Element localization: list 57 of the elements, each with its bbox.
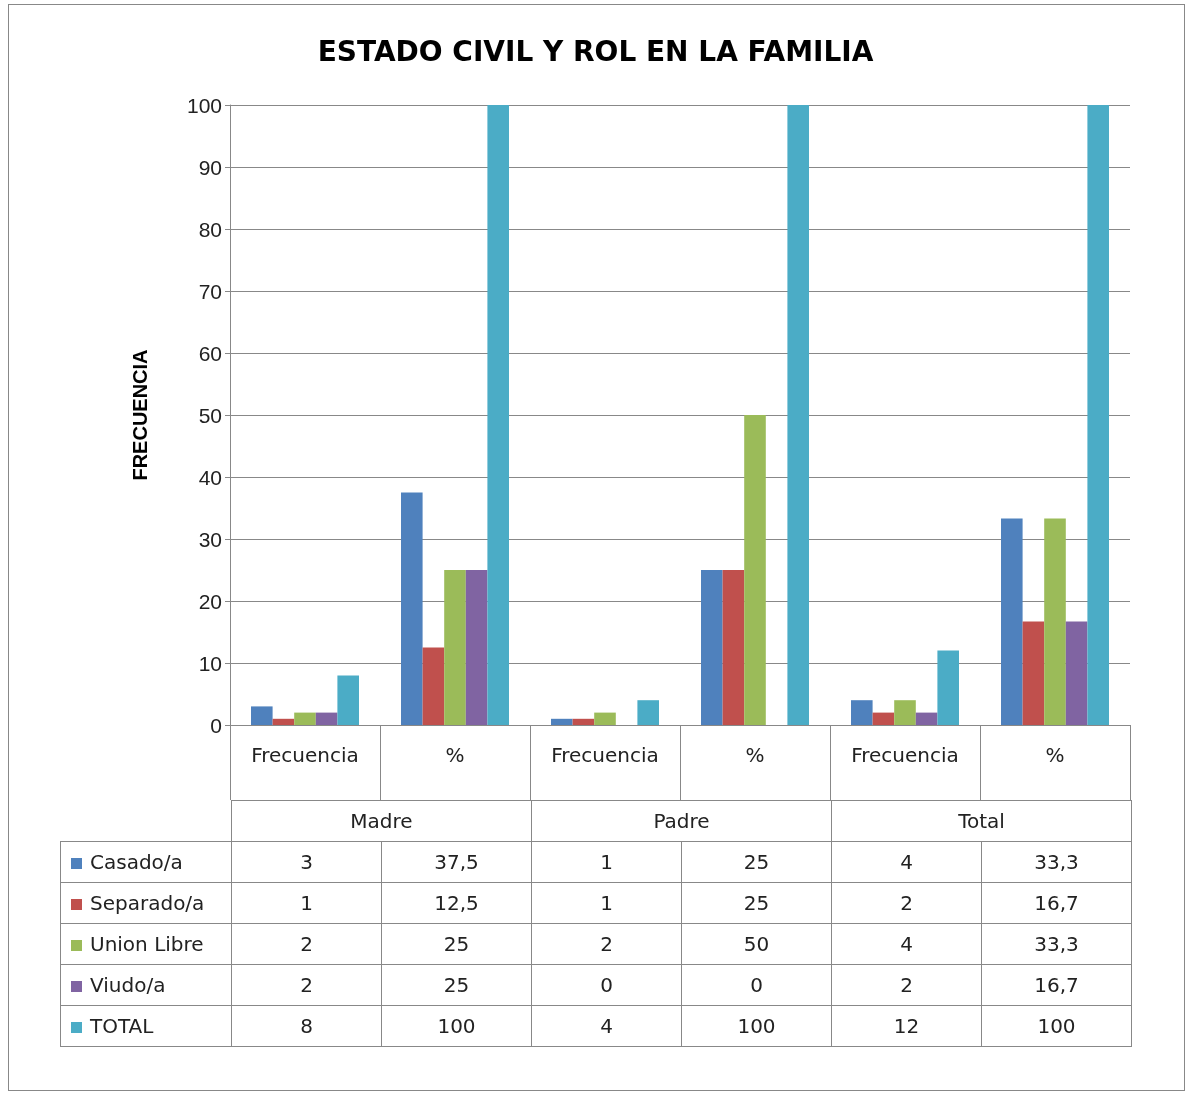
data-label: 8 — [231, 1005, 382, 1047]
data-label: 25 — [381, 923, 532, 965]
data-label: 12,5 — [381, 882, 532, 924]
y-tick-label: 60 — [198, 341, 222, 365]
text: Total — [831, 800, 1132, 842]
data-label: 16,7 — [981, 882, 1132, 924]
data-label: 1 — [531, 841, 682, 883]
legend-label: Union Libre — [60, 923, 232, 965]
data-label: 100 — [381, 1005, 532, 1047]
x-tick-label: % — [445, 743, 465, 767]
data-label: 0 — [681, 964, 832, 1006]
legend-label: Viudo/a — [60, 964, 232, 1006]
legend-label: TOTAL — [60, 1005, 232, 1047]
y-axis-title: FRECUENCIA — [129, 349, 151, 481]
x-tick-label: Frecuencia — [851, 743, 959, 767]
y-tick-label: 10 — [198, 651, 222, 675]
data-label: 16,7 — [981, 964, 1132, 1006]
data-label: 2 — [231, 964, 382, 1006]
chart-title: ESTADO CIVIL Y ROL EN LA FAMILIA — [317, 34, 874, 68]
y-tick-label: 90 — [198, 155, 222, 179]
data-label: 4 — [831, 841, 982, 883]
text: Madre — [231, 800, 532, 842]
data-label: 2 — [831, 882, 982, 924]
data-label: 25 — [681, 882, 832, 924]
legend-label: Casado/a — [60, 841, 232, 883]
data-label: 2 — [831, 964, 982, 1006]
text: Padre — [531, 800, 832, 842]
data-label: 33,3 — [981, 841, 1132, 883]
data-label: 33,3 — [981, 923, 1132, 965]
data-label: 12 — [831, 1005, 982, 1047]
data-label: 2 — [531, 923, 682, 965]
data-label: 1 — [231, 882, 382, 924]
y-tick-label: 0 — [210, 713, 222, 737]
y-tick-label: 40 — [198, 465, 222, 489]
x-tick-label: Frecuencia — [551, 743, 659, 767]
data-label: 1 — [531, 882, 682, 924]
x-tick-label: % — [745, 743, 765, 767]
data-label: 3 — [231, 841, 382, 883]
y-tick-label: 20 — [198, 589, 222, 613]
y-tick-label: 100 — [186, 93, 222, 117]
data-label: 4 — [831, 923, 982, 965]
y-tick-label: 80 — [198, 217, 222, 241]
data-label: 4 — [531, 1005, 682, 1047]
data-label: 100 — [681, 1005, 832, 1047]
data-label: 100 — [981, 1005, 1132, 1047]
x-tick-label: Frecuencia — [251, 743, 359, 767]
legend-label: Separado/a — [60, 882, 232, 924]
data-label: 0 — [531, 964, 682, 1006]
data-label: 25 — [381, 964, 532, 1006]
data-label: 37,5 — [381, 841, 532, 883]
data-label: 25 — [681, 841, 832, 883]
y-tick-label: 30 — [198, 527, 222, 551]
data-label: 2 — [231, 923, 382, 965]
y-tick-label: 50 — [198, 403, 222, 427]
x-tick-label: % — [1045, 743, 1065, 767]
data-label: 50 — [681, 923, 832, 965]
y-tick-label: 70 — [198, 279, 222, 303]
